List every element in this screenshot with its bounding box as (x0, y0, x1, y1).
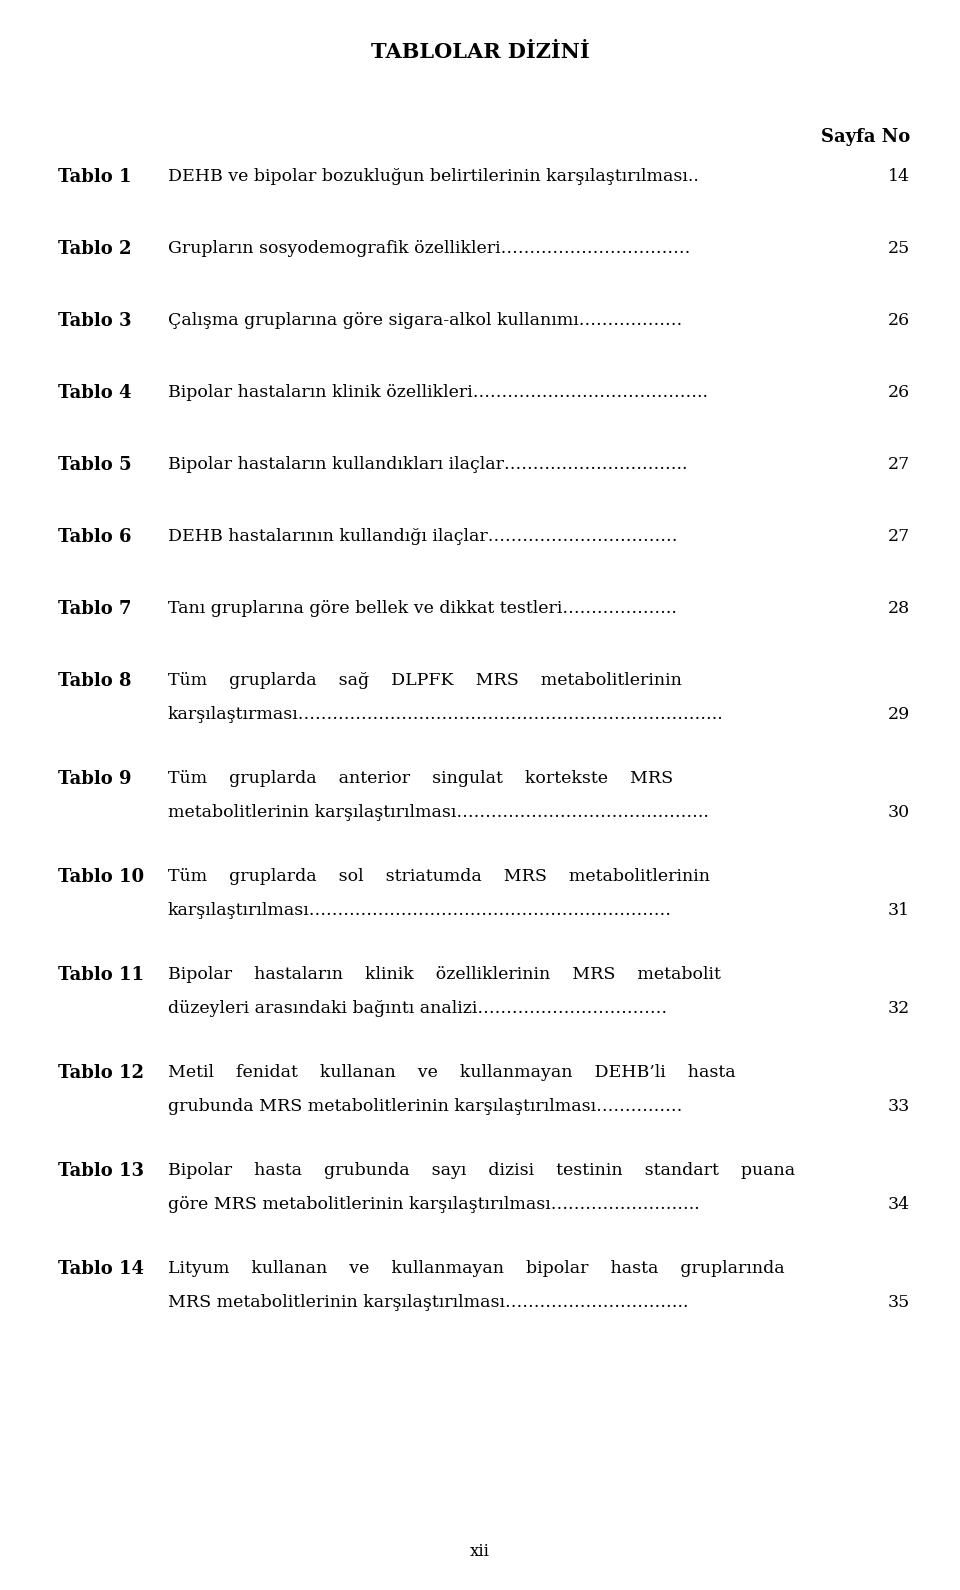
Text: Tablo 7: Tablo 7 (58, 599, 132, 619)
Text: 33: 33 (888, 1099, 910, 1115)
Text: 27: 27 (888, 528, 910, 545)
Text: 29: 29 (888, 706, 910, 723)
Text: 31: 31 (888, 902, 910, 919)
Text: Tablo 14: Tablo 14 (58, 1259, 144, 1278)
Text: DEHB ve bipolar bozukluğun belirtilerinin karşılaştırılması..: DEHB ve bipolar bozukluğun belirtilerini… (168, 169, 699, 184)
Text: Tablo 1: Tablo 1 (58, 169, 132, 186)
Text: TABLOLAR DİZİNİ: TABLOLAR DİZİNİ (371, 41, 589, 62)
Text: Tüm    gruplarda    sağ    DLPFK    MRS    metabolitlerinin: Tüm gruplarda sağ DLPFK MRS metabolitler… (168, 673, 682, 688)
Text: Lityum    kullanan    ve    kullanmayan    bipolar    hasta    gruplarında: Lityum kullanan ve kullanmayan bipolar h… (168, 1259, 784, 1277)
Text: karşılaştırması………………………………………………………………..: karşılaştırması……………………………………………………………….… (168, 706, 724, 723)
Text: Çalışma gruplarına göre sigara-alkol kullanımı………………: Çalışma gruplarına göre sigara-alkol kul… (168, 312, 683, 329)
Text: grubunda MRS metabolitlerinin karşılaştırılması……………: grubunda MRS metabolitlerinin karşılaştı… (168, 1099, 683, 1115)
Text: xii: xii (470, 1542, 490, 1560)
Text: Grupların sosyodemografik özellikleri……………………………: Grupların sosyodemografik özellikleri………… (168, 240, 690, 258)
Text: Tablo 12: Tablo 12 (58, 1064, 144, 1083)
Text: Tablo 6: Tablo 6 (58, 528, 132, 545)
Text: 26: 26 (888, 312, 910, 329)
Text: 27: 27 (888, 456, 910, 472)
Text: DEHB hastalarının kullandığı ilaçlar……………………………: DEHB hastalarının kullandığı ilaçlar…………… (168, 528, 678, 545)
Text: Tablo 5: Tablo 5 (58, 456, 132, 474)
Text: Tablo 8: Tablo 8 (58, 673, 132, 690)
Text: Tüm    gruplarda    sol    striatumda    MRS    metabolitlerinin: Tüm gruplarda sol striatumda MRS metabol… (168, 868, 710, 886)
Text: Tablo 2: Tablo 2 (58, 240, 132, 258)
Text: 35: 35 (888, 1294, 910, 1312)
Text: Bipolar hastaların klinik özellikleri…………………………………..: Bipolar hastaların klinik özellikleri………… (168, 385, 708, 401)
Text: 34: 34 (888, 1196, 910, 1213)
Text: Sayfa No: Sayfa No (821, 129, 910, 146)
Text: Bipolar hastaların kullandıkları ilaçlar…………………………..: Bipolar hastaların kullandıkları ilaçlar… (168, 456, 687, 472)
Text: Tablo 10: Tablo 10 (58, 868, 144, 886)
Text: düzeyleri arasındaki bağıntı analizi……………………………: düzeyleri arasındaki bağıntı analizi…………… (168, 1000, 667, 1018)
Text: Bipolar    hastaların    klinik    özelliklerinin    MRS    metabolit: Bipolar hastaların klinik özelliklerinin… (168, 967, 721, 983)
Text: Bipolar    hasta    grubunda    sayı    dizisi    testinin    standart    puana: Bipolar hasta grubunda sayı dizisi testi… (168, 1162, 795, 1180)
Text: metabolitlerinin karşılaştırılması……………………………………..: metabolitlerinin karşılaştırılması………………… (168, 805, 708, 820)
Text: 14: 14 (888, 169, 910, 184)
Text: 26: 26 (888, 385, 910, 401)
Text: Metil    fenidat    kullanan    ve    kullanmayan    DEHB’li    hasta: Metil fenidat kullanan ve kullanmayan DE… (168, 1064, 735, 1081)
Text: 28: 28 (888, 599, 910, 617)
Text: 25: 25 (888, 240, 910, 258)
Text: 32: 32 (888, 1000, 910, 1018)
Text: Tablo 4: Tablo 4 (58, 385, 132, 402)
Text: göre MRS metabolitlerinin karşılaştırılması……………………..: göre MRS metabolitlerinin karşılaştırılm… (168, 1196, 700, 1213)
Text: karşılaştırılması………………………………………………………: karşılaştırılması……………………………………………………… (168, 902, 672, 919)
Text: Tüm    gruplarda    anterior    singulat    kortekste    MRS: Tüm gruplarda anterior singulat kortekst… (168, 770, 673, 787)
Text: Tablo 9: Tablo 9 (58, 770, 132, 789)
Text: Tablo 11: Tablo 11 (58, 967, 144, 984)
Text: MRS metabolitlerinin karşılaştırılması…………………………..: MRS metabolitlerinin karşılaştırılması……… (168, 1294, 688, 1312)
Text: Tablo 3: Tablo 3 (58, 312, 132, 331)
Text: Tanı gruplarına göre bellek ve dikkat testleri………………..: Tanı gruplarına göre bellek ve dikkat te… (168, 599, 677, 617)
Text: Tablo 13: Tablo 13 (58, 1162, 144, 1180)
Text: 30: 30 (888, 805, 910, 820)
